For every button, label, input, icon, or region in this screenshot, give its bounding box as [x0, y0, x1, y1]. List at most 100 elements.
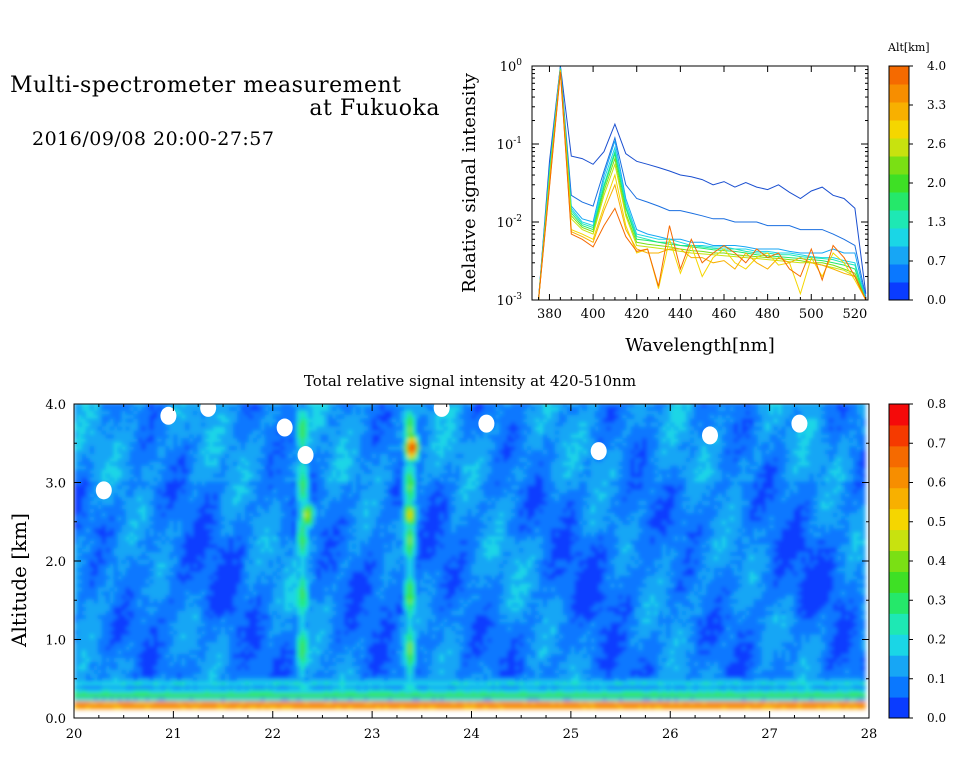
heatmap-cell — [137, 555, 143, 560]
heatmap-cell — [304, 563, 310, 568]
heatmap-cell — [161, 469, 166, 474]
heatmap-cell — [304, 614, 310, 619]
heatmap-cell — [129, 406, 135, 411]
heatmap-cell — [296, 406, 302, 411]
heatmap-cell — [78, 512, 83, 517]
heatmap-cell — [260, 516, 266, 521]
heatmap-cell — [256, 504, 262, 509]
heatmap-cell — [213, 469, 218, 474]
heatmap-cell — [244, 634, 250, 639]
heatmap-cell — [205, 429, 210, 435]
heatmap-cell — [312, 677, 318, 682]
heatmap-cell — [233, 681, 238, 686]
heatmap-cell — [109, 637, 115, 643]
heatmap-cell — [85, 614, 91, 619]
heatmap-cell — [197, 453, 202, 458]
heatmap-cell — [312, 488, 318, 494]
heatmap-cell — [316, 692, 322, 698]
heatmap-cell — [181, 539, 186, 545]
heatmap-cell — [260, 586, 266, 592]
heatmap-cell — [141, 626, 147, 631]
heatmap-cell — [177, 641, 182, 647]
heatmap-cell — [213, 669, 218, 674]
heatmap-cell — [316, 700, 322, 706]
heatmap-cell — [133, 630, 139, 635]
heatmap-cell — [244, 484, 250, 490]
heatmap-cell — [149, 685, 155, 690]
heatmap-cell — [229, 563, 234, 568]
heatmap-cell — [213, 665, 218, 670]
heatmap-cell — [101, 508, 107, 513]
heatmap-cell — [93, 508, 99, 513]
heatmap-cell — [93, 426, 99, 431]
heatmap-cell — [268, 614, 274, 619]
heatmap-cell — [244, 532, 250, 537]
heatmap-cell — [264, 520, 270, 525]
heatmap-cell — [97, 422, 103, 427]
heatmap-cell — [221, 524, 226, 529]
heatmap-cell — [205, 637, 210, 643]
heatmap-cell — [113, 692, 119, 698]
heatmap-cell — [308, 492, 314, 498]
heatmap-cell — [101, 453, 107, 458]
heatmap-cell — [308, 528, 314, 533]
heatmap-cell — [101, 645, 107, 651]
heatmap-cell — [169, 673, 174, 678]
heatmap-cell — [252, 453, 258, 458]
heatmap-cell — [292, 704, 298, 710]
heatmap-cell — [153, 704, 159, 710]
heatmap-cell — [97, 626, 103, 631]
heatmap-cell — [312, 649, 318, 655]
heatmap-cell — [244, 449, 250, 454]
heatmap-cell — [185, 492, 190, 498]
heatmap-cell — [244, 480, 250, 486]
heatmap-cell — [141, 586, 147, 592]
heatmap-cell — [209, 449, 214, 454]
heatmap-cell — [316, 669, 322, 674]
heatmap-cell — [101, 575, 107, 580]
heatmap-cell — [189, 453, 194, 458]
heatmap-cell — [252, 535, 258, 541]
heatmap-cell — [193, 649, 198, 655]
heatmap-cell — [74, 579, 79, 584]
heatmap-cell — [129, 414, 135, 419]
heatmap-cell — [105, 539, 111, 545]
heatmap-cell — [272, 669, 278, 674]
heatmap-cell — [217, 590, 222, 596]
heatmap-cell — [280, 696, 286, 702]
heatmap-cell — [97, 704, 103, 710]
heatmap-cell — [240, 429, 246, 435]
heatmap-cell — [221, 500, 226, 506]
heatmap-cell — [133, 524, 139, 529]
heatmap-cell — [244, 567, 250, 572]
heatmap-cell — [225, 461, 230, 466]
heatmap-cell — [300, 653, 306, 659]
heatmap-cell — [252, 634, 258, 639]
heatmap-cell — [316, 453, 322, 458]
heatmap-cell — [197, 598, 202, 604]
heatmap-cell — [109, 535, 115, 541]
heatmap-cell — [312, 492, 318, 498]
heatmap-cell — [312, 441, 318, 447]
heatmap-cell — [268, 477, 274, 482]
heatmap-cell — [109, 426, 115, 431]
heatmap-cell — [153, 477, 159, 482]
heatmap-cell — [105, 429, 111, 435]
heatmap-cell — [268, 500, 274, 506]
heatmap-cell — [113, 594, 119, 600]
heatmap-cell — [181, 437, 186, 443]
heatmap-cell — [89, 563, 95, 568]
heatmap-cell — [300, 539, 306, 545]
heatmap-cell — [161, 535, 166, 541]
heatmap-cell — [109, 484, 115, 490]
heatmap-cell — [268, 488, 274, 494]
heatmap-cell — [217, 649, 222, 655]
heatmap-cell — [272, 453, 278, 458]
heatmap-cell — [105, 645, 111, 651]
heatmap-cell — [117, 586, 123, 592]
heatmap-cell — [300, 645, 306, 651]
heatmap-cell — [304, 441, 310, 447]
heatmap-cell — [256, 492, 262, 498]
heatmap-cell — [304, 689, 310, 694]
heatmap-cell — [181, 410, 186, 415]
